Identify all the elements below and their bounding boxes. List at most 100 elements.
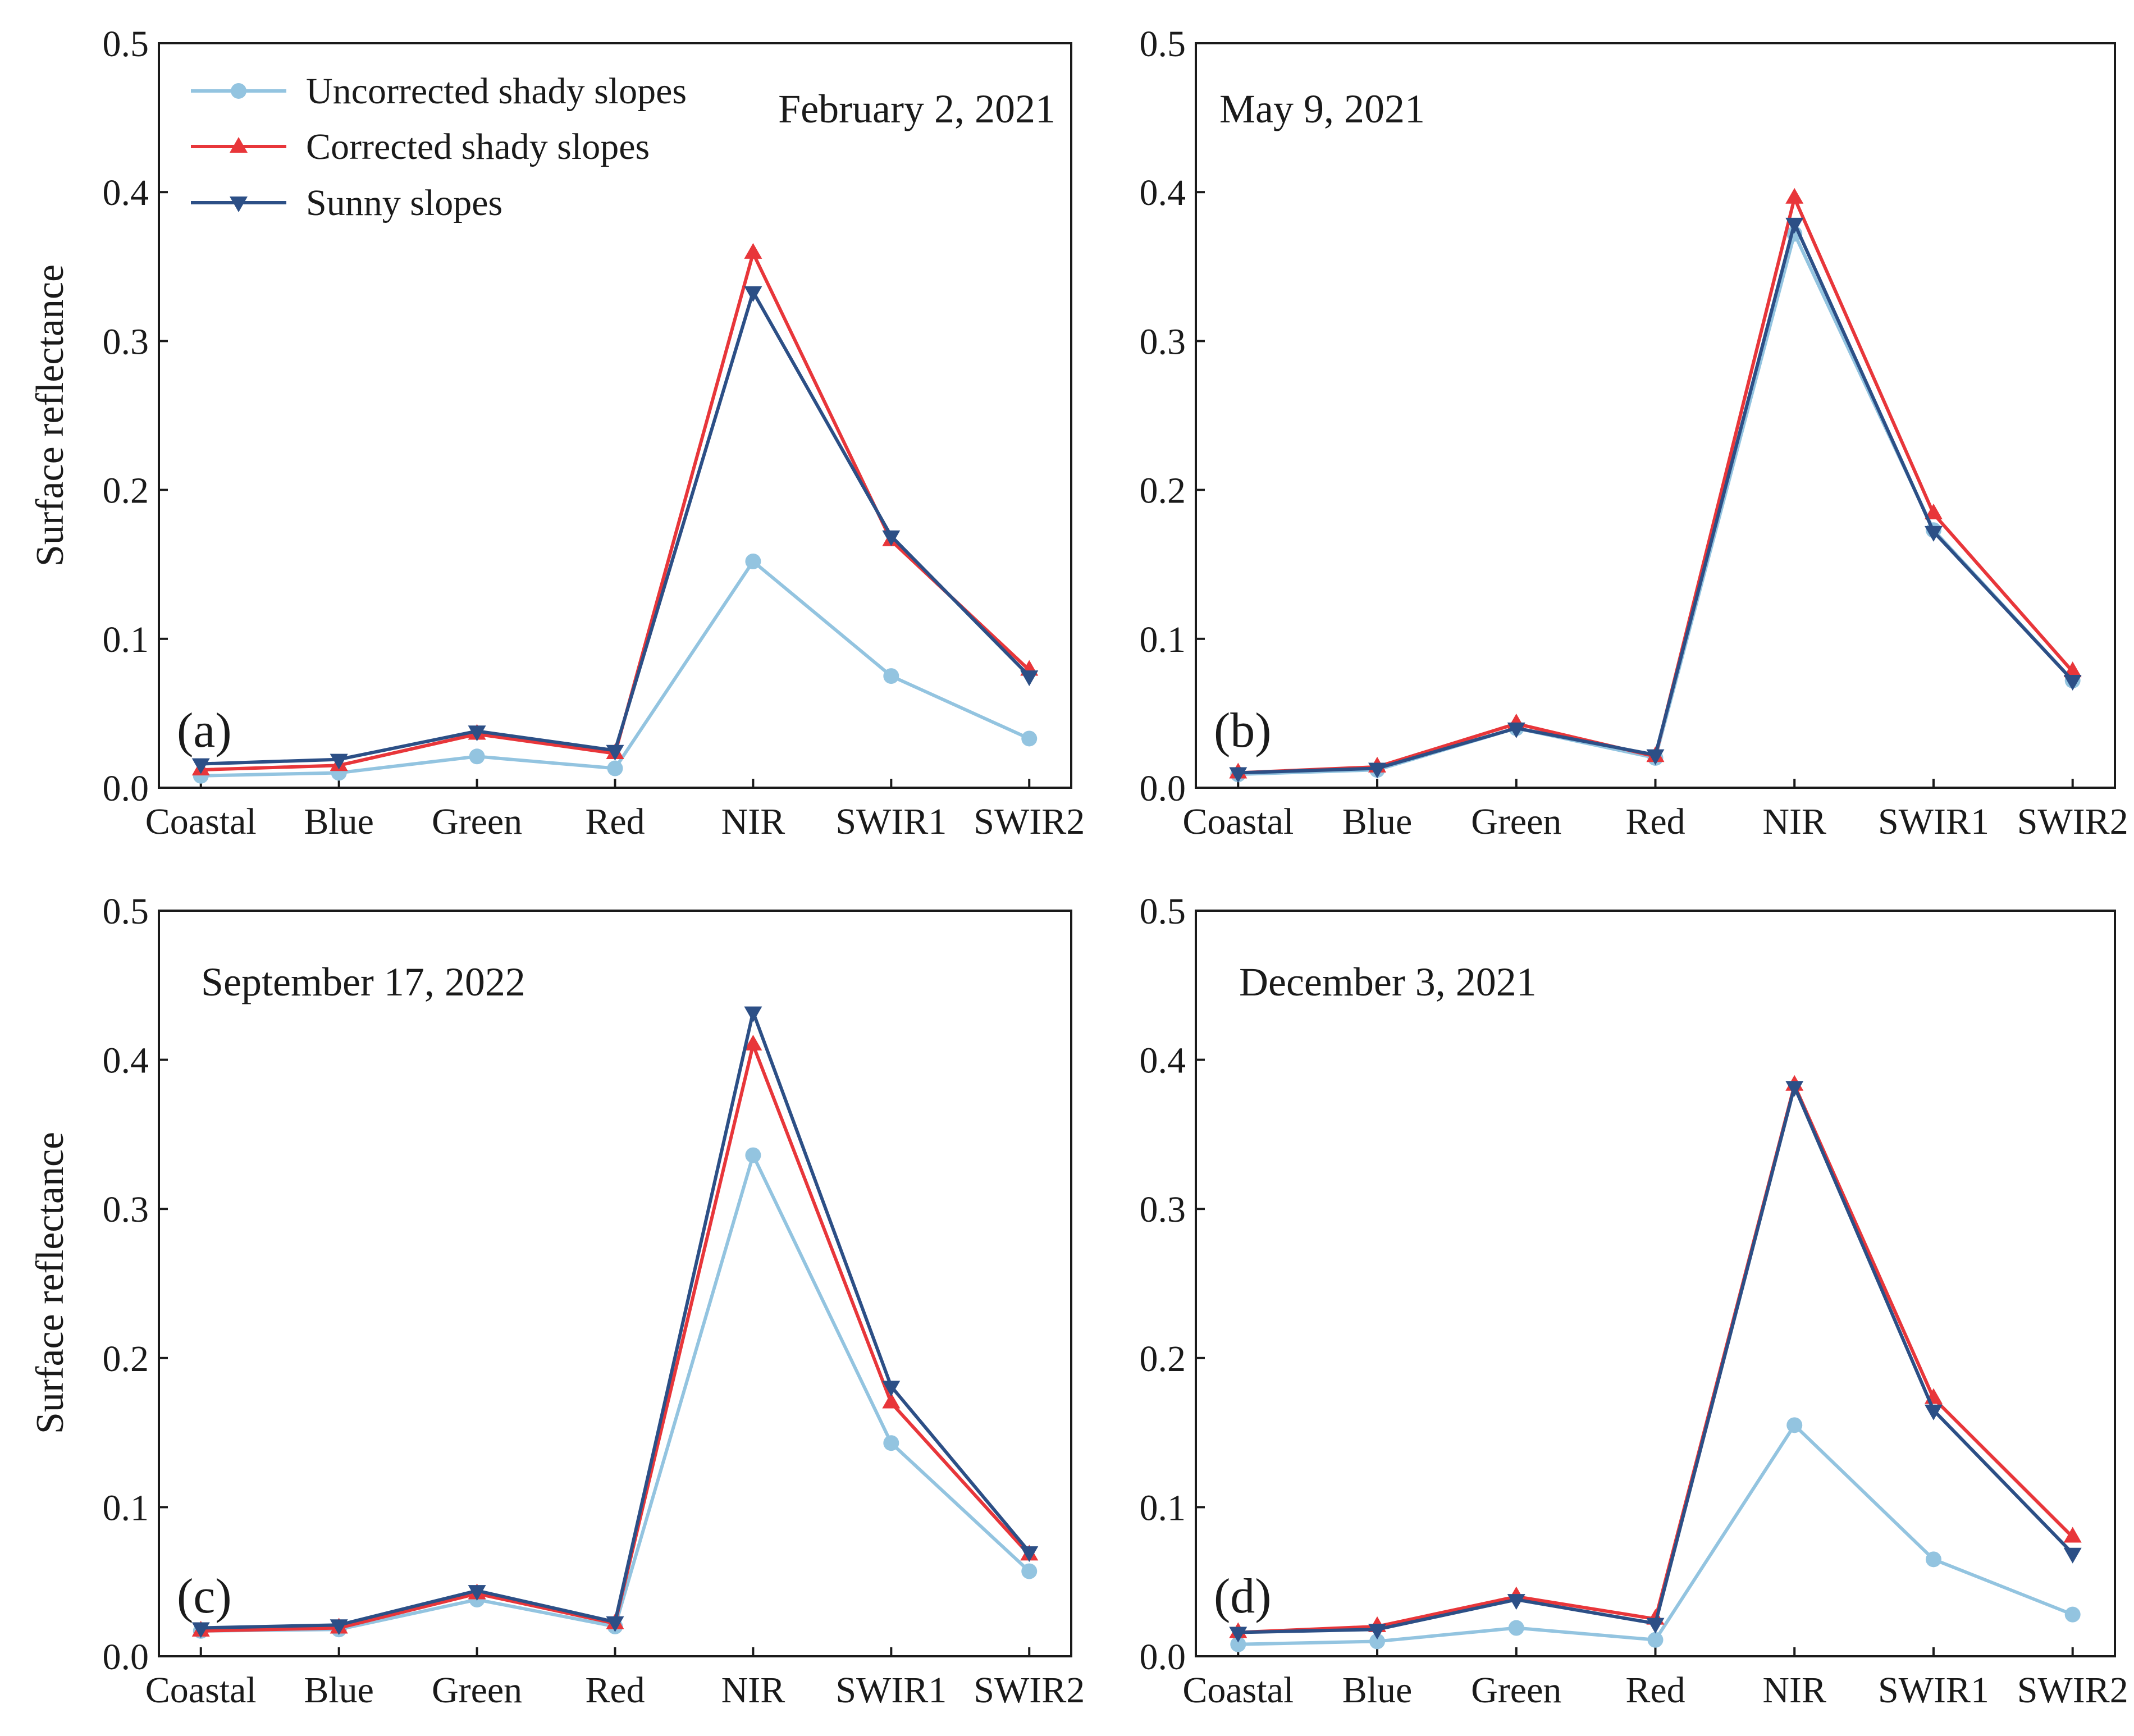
data-point-sunny-slopes bbox=[330, 1619, 348, 1636]
y-tick-label: 0.1 bbox=[1140, 619, 1186, 660]
y-tick-label: 0.5 bbox=[1140, 891, 1186, 932]
x-tick-label-nir: NIR bbox=[721, 801, 785, 842]
data-point-sunny-slopes bbox=[1020, 670, 1039, 687]
date-label: December 3, 2021 bbox=[1239, 960, 1537, 1004]
data-point-sunny-slopes bbox=[1785, 1081, 1804, 1097]
y-tick-label: 0.3 bbox=[1140, 1189, 1186, 1230]
data-point-sunny-slopes bbox=[606, 744, 624, 761]
data-point-sunny-slopes bbox=[1507, 722, 1525, 738]
data-point-sunny-slopes bbox=[2063, 1547, 2082, 1564]
data-point-sunny-slopes bbox=[1229, 1627, 1248, 1643]
y-axis-label: Surface reflectance bbox=[29, 1132, 72, 1434]
data-point-sunny-slopes bbox=[191, 1622, 210, 1638]
data-point-sunny-slopes bbox=[1507, 1594, 1525, 1610]
x-tick-label-swir1: SWIR1 bbox=[1878, 801, 1989, 842]
y-tick-label: 0.4 bbox=[1140, 1040, 1186, 1081]
x-tick-label-red: Red bbox=[1625, 801, 1685, 842]
y-tick-label: 0.1 bbox=[103, 619, 149, 660]
x-tick-label-green: Green bbox=[432, 1670, 522, 1711]
y-tick-label: 0.5 bbox=[103, 891, 149, 932]
y-tick-label: 0.2 bbox=[1140, 1338, 1186, 1379]
data-point-sunny-slopes bbox=[882, 1381, 901, 1397]
data-point-sunny-slopes bbox=[1646, 749, 1665, 765]
data-point-sunny-slopes bbox=[1785, 217, 1804, 234]
legend-label-uncorrected: Uncorrected shady slopes bbox=[306, 71, 687, 112]
x-tick-label-swir2: SWIR2 bbox=[2017, 1670, 2128, 1711]
data-point-uncorrected-shady-slopes bbox=[745, 1147, 761, 1163]
data-point-sunny-slopes bbox=[1368, 1624, 1387, 1640]
legend-label-sunny: Sunny slopes bbox=[306, 182, 502, 223]
x-tick-label-blue: Blue bbox=[1342, 801, 1413, 842]
date-label: September 17, 2022 bbox=[201, 960, 525, 1004]
x-tick-label-red: Red bbox=[585, 801, 645, 842]
data-point-sunny-slopes bbox=[2063, 675, 2082, 691]
y-tick-label: 0.3 bbox=[103, 1189, 149, 1230]
data-point-corrected-shady-slopes bbox=[744, 1035, 762, 1051]
data-point-sunny-slopes bbox=[1368, 762, 1387, 779]
legend-marker-circle bbox=[231, 83, 246, 99]
data-point-sunny-slopes bbox=[744, 1006, 762, 1022]
data-point-uncorrected-shady-slopes bbox=[745, 553, 761, 569]
legend-label-corrected: Corrected shady slopes bbox=[306, 126, 650, 167]
y-tick-label: 0.4 bbox=[103, 1040, 149, 1081]
data-point-corrected-shady-slopes bbox=[744, 243, 762, 259]
legend-marker-triangle-up bbox=[230, 137, 248, 153]
y-tick-label: 0.2 bbox=[1140, 470, 1186, 511]
y-tick-label: 0.0 bbox=[103, 1637, 149, 1678]
data-point-uncorrected-shady-slopes bbox=[2064, 1606, 2081, 1623]
x-tick-label-blue: Blue bbox=[304, 1670, 374, 1711]
data-point-sunny-slopes bbox=[744, 286, 762, 302]
x-tick-label-coastal: Coastal bbox=[1182, 801, 1294, 842]
x-tick-label-coastal: Coastal bbox=[145, 1670, 257, 1711]
y-tick-label: 0.2 bbox=[103, 1338, 149, 1379]
data-point-uncorrected-shady-slopes bbox=[1021, 1563, 1038, 1579]
x-tick-label-red: Red bbox=[1625, 1670, 1685, 1711]
data-point-corrected-shady-slopes bbox=[882, 1392, 901, 1409]
y-tick-label: 0.1 bbox=[1140, 1487, 1186, 1528]
y-tick-label: 0.0 bbox=[1140, 768, 1186, 809]
data-point-sunny-slopes bbox=[1229, 767, 1248, 783]
y-tick-label: 0.4 bbox=[1140, 172, 1186, 213]
panel-letter: (d) bbox=[1214, 1569, 1272, 1624]
data-point-corrected-shady-slopes bbox=[1785, 188, 1804, 204]
x-tick-label-swir1: SWIR1 bbox=[1878, 1670, 1989, 1711]
y-tick-label: 0.3 bbox=[1140, 321, 1186, 362]
panel-a: Surface reflectance 0.0 0.1 0.2 0.3 0.4 0.5 Co… bbox=[29, 24, 1085, 842]
data-point-uncorrected-shady-slopes bbox=[1647, 1632, 1664, 1648]
x-tick-label-nir: NIR bbox=[1762, 801, 1826, 842]
x-tick-label-green: Green bbox=[1471, 1670, 1561, 1711]
x-tick-label-blue: Blue bbox=[1342, 1670, 1413, 1711]
y-tick-label: 0.5 bbox=[1140, 24, 1186, 65]
y-tick-label: 0.1 bbox=[103, 1487, 149, 1528]
x-tick-label-swir2: SWIR2 bbox=[974, 801, 1085, 842]
data-point-sunny-slopes bbox=[1646, 1618, 1665, 1634]
data-point-sunny-slopes bbox=[1924, 1404, 1943, 1420]
y-tick-label: 0.3 bbox=[103, 321, 149, 362]
data-point-sunny-slopes bbox=[1924, 526, 1943, 542]
data-point-uncorrected-shady-slopes bbox=[607, 760, 623, 776]
x-tick-label-swir2: SWIR2 bbox=[974, 1670, 1085, 1711]
y-axis-label: Surface reflectance bbox=[29, 264, 72, 567]
data-point-uncorrected-shady-slopes bbox=[1021, 730, 1038, 747]
x-tick-label-coastal: Coastal bbox=[1182, 1670, 1294, 1711]
data-point-uncorrected-shady-slopes bbox=[469, 748, 485, 765]
x-tick-label-nir: NIR bbox=[1762, 1670, 1826, 1711]
y-tick-label: 0.2 bbox=[103, 470, 149, 511]
date-label: May 9, 2021 bbox=[1219, 86, 1425, 131]
y-tick-label: 0.0 bbox=[1140, 1637, 1186, 1678]
data-point-corrected-shady-slopes bbox=[1924, 504, 1943, 520]
data-point-sunny-slopes bbox=[330, 753, 348, 770]
y-tick-label: 0.0 bbox=[103, 768, 149, 809]
panel-d: 0.0 0.1 0.2 0.3 0.4 0.5 Coastal Blue Green Red NIR… bbox=[1140, 891, 2128, 1711]
date-label: February 2, 2021 bbox=[778, 86, 1055, 131]
data-point-sunny-slopes bbox=[606, 1616, 624, 1632]
panel-letter: (a) bbox=[177, 703, 232, 758]
panel-letter: (b) bbox=[1214, 703, 1272, 758]
x-tick-label-coastal: Coastal bbox=[145, 801, 257, 842]
data-point-sunny-slopes bbox=[468, 1585, 486, 1601]
data-point-sunny-slopes bbox=[191, 758, 210, 774]
panel-letter: (c) bbox=[177, 1569, 232, 1624]
data-point-uncorrected-shady-slopes bbox=[883, 668, 899, 684]
x-tick-label-swir1: SWIR1 bbox=[835, 801, 947, 842]
panel-b: 0.0 0.1 0.2 0.3 0.4 0.5 Coastal Blue Green Red NIR… bbox=[1140, 24, 2128, 842]
